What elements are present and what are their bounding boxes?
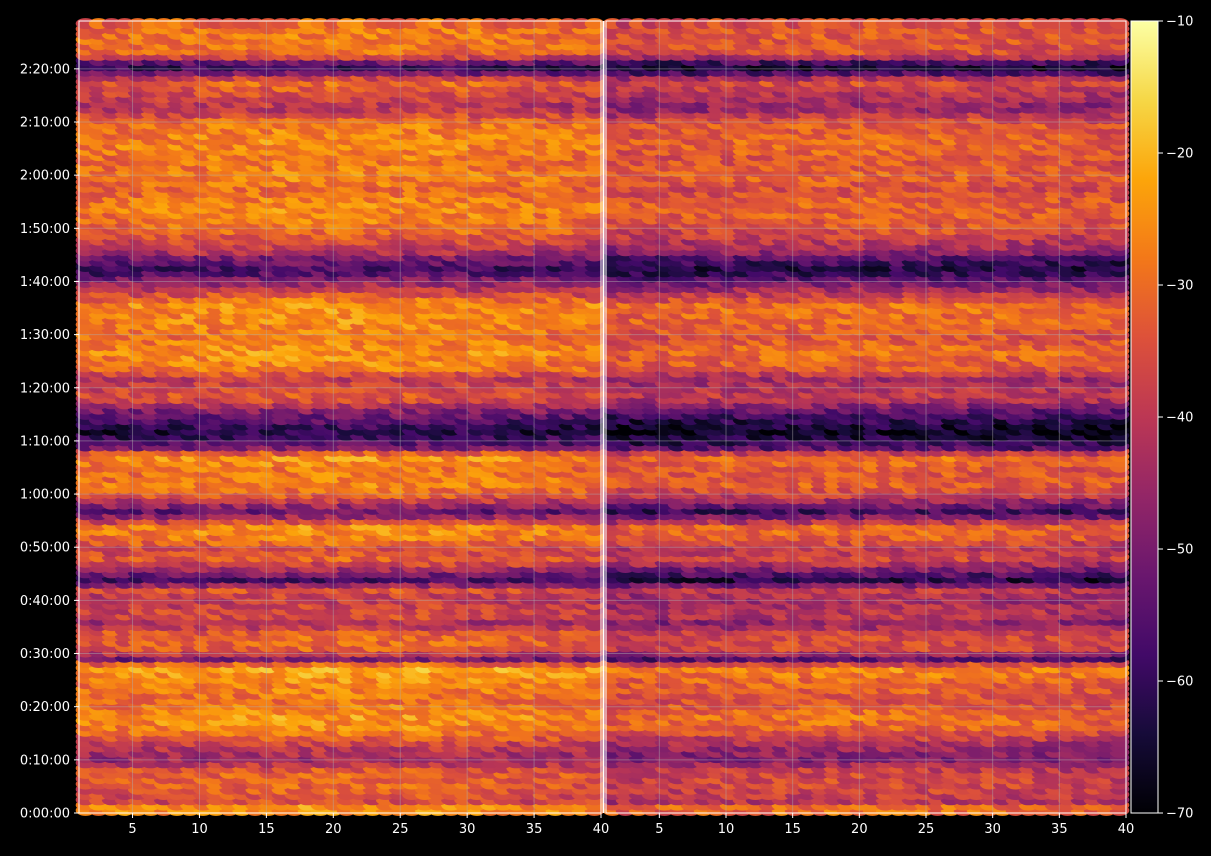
heatmap-panels: [75, 18, 1130, 816]
heatmap-panel-1: [75, 18, 605, 816]
